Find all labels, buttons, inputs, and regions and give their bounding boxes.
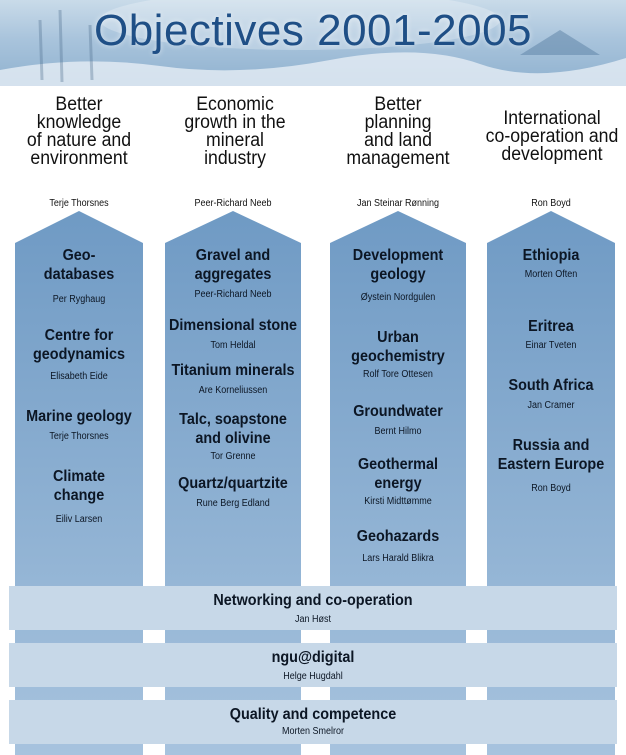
column-leader: Peer-Richard Neeb bbox=[194, 198, 272, 209]
title-line: Geohazards bbox=[356, 528, 440, 545]
banner-landscape-image bbox=[0, 0, 626, 86]
title-line: aggregates bbox=[194, 266, 272, 283]
title-line: growth in the bbox=[184, 112, 286, 133]
title-line: knowledge bbox=[36, 112, 122, 133]
column-leader: Jan Steinar Rønning bbox=[356, 198, 440, 209]
title-line: co-operation and bbox=[485, 126, 619, 147]
title-line: Better bbox=[374, 94, 422, 115]
objective-person: Rolf Tore Ottesen bbox=[363, 369, 433, 380]
column-title-international: International co-operation and developme… bbox=[483, 108, 621, 165]
title-line: management bbox=[346, 148, 450, 169]
objective-title: Talc, soapstone and olivine bbox=[166, 410, 299, 448]
title-line: Climate bbox=[52, 468, 106, 485]
title-line: Eastern Europe bbox=[497, 456, 605, 473]
title-line: databases bbox=[43, 266, 115, 283]
objective-title: Urban geochemistry bbox=[337, 328, 459, 366]
objective-person: Tom Heldal bbox=[210, 340, 256, 351]
objective-person: Bernt Hilmo bbox=[374, 426, 422, 437]
objective-title: Geohazards bbox=[337, 527, 459, 546]
title-line: Eritrea bbox=[528, 318, 574, 335]
title-line: Talc, soapstone bbox=[179, 411, 287, 428]
title-line: South Africa bbox=[508, 377, 594, 394]
objective-title: Groundwater bbox=[337, 402, 459, 421]
title-line: Russia and bbox=[512, 437, 590, 454]
title-line: mineral bbox=[206, 130, 264, 151]
band-person: Jan Høst bbox=[294, 614, 331, 625]
column-leader: Terje Thorsnes bbox=[49, 198, 109, 209]
title-line: Dimensional stone bbox=[168, 317, 298, 334]
title-line: development bbox=[501, 144, 603, 165]
title-line: Geothermal bbox=[357, 456, 439, 473]
title-line: Marine geology bbox=[26, 408, 132, 425]
title-line: Economic bbox=[196, 94, 274, 115]
title-line: planning bbox=[364, 112, 432, 133]
band-digital: ngu@digital Helge Hugdahl bbox=[9, 643, 617, 687]
objective-title: Geo- databases bbox=[21, 246, 136, 284]
objective-title: Dimensional stone bbox=[165, 316, 302, 335]
band-person: Helge Hugdahl bbox=[283, 671, 343, 682]
band-title: Networking and co-operation bbox=[213, 592, 413, 609]
objective-title: Gravel and aggregates bbox=[172, 246, 294, 284]
title-line: Groundwater bbox=[353, 403, 443, 420]
objective-person: Lars Harald Blikra bbox=[362, 553, 434, 564]
column-title-knowledge: Better knowledge of nature and environme… bbox=[19, 94, 138, 169]
title-line: Quartz/quartzite bbox=[178, 475, 288, 492]
objective-title: Titanium minerals bbox=[165, 361, 302, 380]
title-line: Titanium minerals bbox=[171, 362, 295, 379]
objective-person: Tor Grenne bbox=[210, 451, 256, 462]
band-networking: Networking and co-operation Jan Høst bbox=[9, 586, 617, 630]
title-line: Gravel and bbox=[195, 247, 271, 264]
objective-title: South Africa bbox=[493, 376, 608, 395]
title-line: and olivine bbox=[195, 430, 271, 447]
band-person: Morten Smelror bbox=[281, 726, 345, 737]
title-line: International bbox=[503, 108, 601, 129]
title-line: Urban bbox=[377, 329, 419, 346]
title-line: energy bbox=[374, 475, 422, 492]
objective-title: Centre for geodynamics bbox=[18, 326, 140, 364]
objective-person: Peer-Richard Neeb bbox=[194, 289, 272, 300]
title-line: geology bbox=[370, 266, 426, 283]
column-title-economic: Economic growth in the mineral industry bbox=[171, 94, 299, 169]
objective-title: Eritrea bbox=[493, 317, 608, 336]
objective-title: Climate change bbox=[21, 467, 136, 505]
objective-title: Ethiopia bbox=[493, 246, 608, 265]
title-line: and land bbox=[364, 130, 432, 151]
title-line: Geo- bbox=[62, 247, 96, 264]
header-banner: Objectives 2001-2005 bbox=[0, 0, 626, 86]
column-title-planning: Better planning and land management bbox=[333, 94, 463, 169]
title-line: environment bbox=[30, 148, 128, 169]
objective-person: Per Ryghaug bbox=[52, 294, 106, 305]
objective-title: Geothermal energy bbox=[337, 455, 459, 493]
title-line: Ethiopia bbox=[522, 247, 580, 264]
objective-person: Are Korneliussen bbox=[198, 385, 268, 396]
title-line: Development bbox=[352, 247, 444, 264]
title-line: geodynamics bbox=[32, 346, 126, 363]
title-line: geochemistry bbox=[351, 348, 445, 365]
objective-person: Terje Thorsnes bbox=[49, 431, 109, 442]
objective-person: Eiliv Larsen bbox=[55, 514, 103, 525]
objective-person: Elisabeth Eide bbox=[50, 371, 108, 382]
objective-person: Kirsti Midttømme bbox=[364, 496, 432, 507]
objective-title: Marine geology bbox=[14, 407, 144, 426]
band-title: Quality and competence bbox=[229, 706, 397, 723]
objective-person: Einar Tveten bbox=[525, 340, 577, 351]
column-leader: Ron Boyd bbox=[531, 198, 571, 209]
objective-title: Development geology bbox=[337, 246, 459, 284]
title-line: of nature and bbox=[26, 130, 132, 151]
objective-title: Quartz/quartzite bbox=[166, 474, 299, 493]
title-line: Better bbox=[55, 94, 103, 115]
band-quality: Quality and competence Morten Smelror bbox=[9, 700, 617, 744]
title-line: Centre for bbox=[44, 327, 114, 344]
objective-person: Øystein Nordgulen bbox=[360, 292, 436, 303]
band-title: ngu@digital bbox=[271, 649, 355, 666]
objective-person: Jan Cramer bbox=[527, 400, 575, 411]
objective-title: Russia and Eastern Europe bbox=[488, 436, 614, 474]
objective-person: Rune Berg Edland bbox=[196, 498, 270, 509]
title-line: industry bbox=[204, 148, 266, 169]
page-title: Objectives 2001-2005 bbox=[93, 6, 533, 55]
title-line: change bbox=[53, 487, 105, 504]
objective-person: Ron Boyd bbox=[531, 483, 571, 494]
objective-person: Morten Often bbox=[524, 269, 578, 280]
